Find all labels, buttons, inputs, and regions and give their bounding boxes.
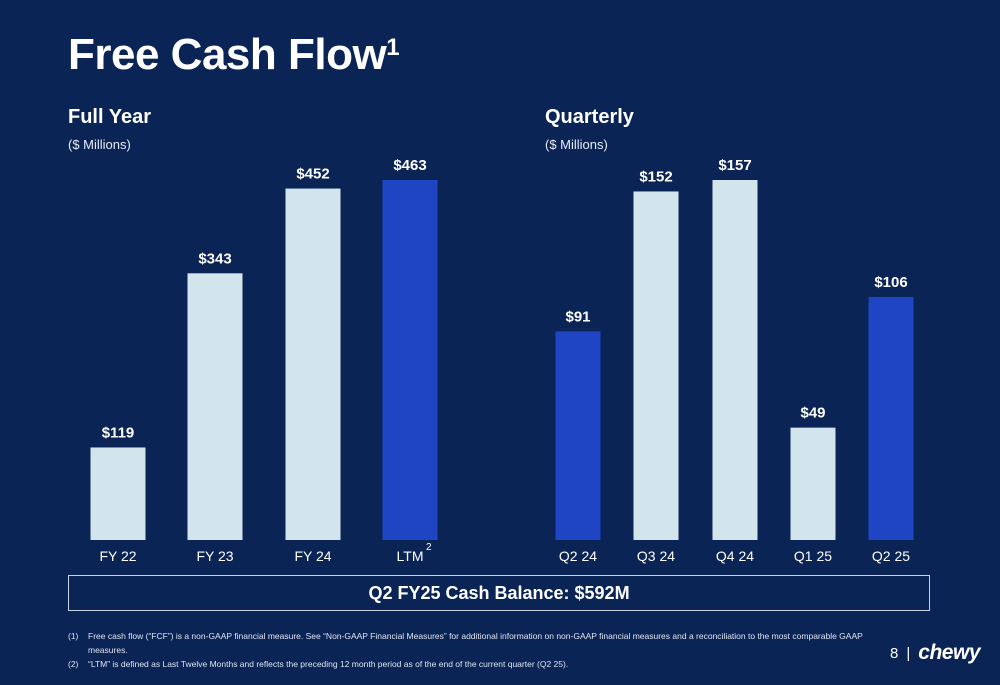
slide-title-text: Free Cash Flow bbox=[68, 30, 387, 79]
value-label-fy-23: $343 bbox=[198, 250, 231, 267]
bar-fy-23 bbox=[187, 273, 243, 540]
footnote-2: (2) “LTM” is defined as Last Twelve Mont… bbox=[68, 657, 888, 671]
category-label-fy-22: FY 22 bbox=[99, 548, 136, 564]
category-label-q3-24: Q3 24 bbox=[637, 548, 675, 564]
quarterly-title: Quarterly bbox=[545, 106, 634, 128]
bar-fy-24 bbox=[285, 188, 341, 540]
chewy-logo: chewy bbox=[918, 641, 980, 664]
bar-ltm bbox=[382, 180, 438, 540]
footnote-2-text: “LTM” is defined as Last Twelve Months a… bbox=[88, 659, 569, 669]
category-label-ltm: LTM bbox=[397, 548, 424, 564]
page-number: 8 bbox=[890, 644, 899, 662]
quarterly-subtitle: ($ Millions) bbox=[545, 137, 608, 152]
value-label-q1-25: $49 bbox=[800, 405, 825, 422]
bar-fy-22 bbox=[90, 447, 146, 540]
value-label-fy-22: $119 bbox=[102, 424, 135, 441]
slide-title: Free Cash Flow1 bbox=[68, 30, 400, 80]
category-label-q2-25: Q2 25 bbox=[872, 548, 910, 564]
bar-q2-24 bbox=[555, 331, 601, 540]
category-label-fy-24: FY 24 bbox=[294, 548, 331, 564]
value-label-q4-24: $157 bbox=[718, 157, 751, 174]
footnote-1-text: Free cash flow (“FCF”) is a non-GAAP fin… bbox=[88, 631, 863, 655]
bar-q3-24 bbox=[633, 191, 679, 540]
cash-balance-text: Q2 FY25 Cash Balance: $592M bbox=[368, 582, 630, 603]
category-label-q4-24: Q4 24 bbox=[716, 548, 754, 564]
value-label-ltm: $463 bbox=[393, 157, 426, 174]
full-year-subtitle: ($ Millions) bbox=[68, 137, 131, 152]
value-label-q2-24: $91 bbox=[565, 308, 590, 325]
footer-divider: | bbox=[906, 644, 911, 662]
cash-balance-box: Q2 FY25 Cash Balance: $592M bbox=[68, 575, 930, 611]
bar-q1-25 bbox=[790, 427, 836, 540]
value-label-fy-24: $452 bbox=[296, 166, 329, 183]
footnote-1: (1) Free cash flow (“FCF”) is a non-GAAP… bbox=[68, 629, 888, 657]
slide-title-superscript: 1 bbox=[386, 34, 400, 61]
bar-q2-25 bbox=[868, 296, 914, 540]
full-year-title: Full Year bbox=[68, 106, 152, 128]
footnote-1-number: (1) bbox=[68, 631, 79, 641]
footnotes: (1) Free cash flow (“FCF”) is a non-GAAP… bbox=[68, 629, 888, 671]
page-footer: 8 | chewy bbox=[890, 641, 980, 665]
bar-q4-24 bbox=[712, 180, 758, 540]
value-label-q2-25: $106 bbox=[874, 274, 907, 291]
value-label-q3-24: $152 bbox=[639, 168, 672, 185]
footnote-2-number: (2) bbox=[68, 659, 79, 669]
category-superscript-ltm: 2 bbox=[426, 542, 432, 553]
category-label-q1-25: Q1 25 bbox=[794, 548, 832, 564]
category-label-q2-24: Q2 24 bbox=[559, 548, 597, 564]
category-label-fy-23: FY 23 bbox=[196, 548, 233, 564]
